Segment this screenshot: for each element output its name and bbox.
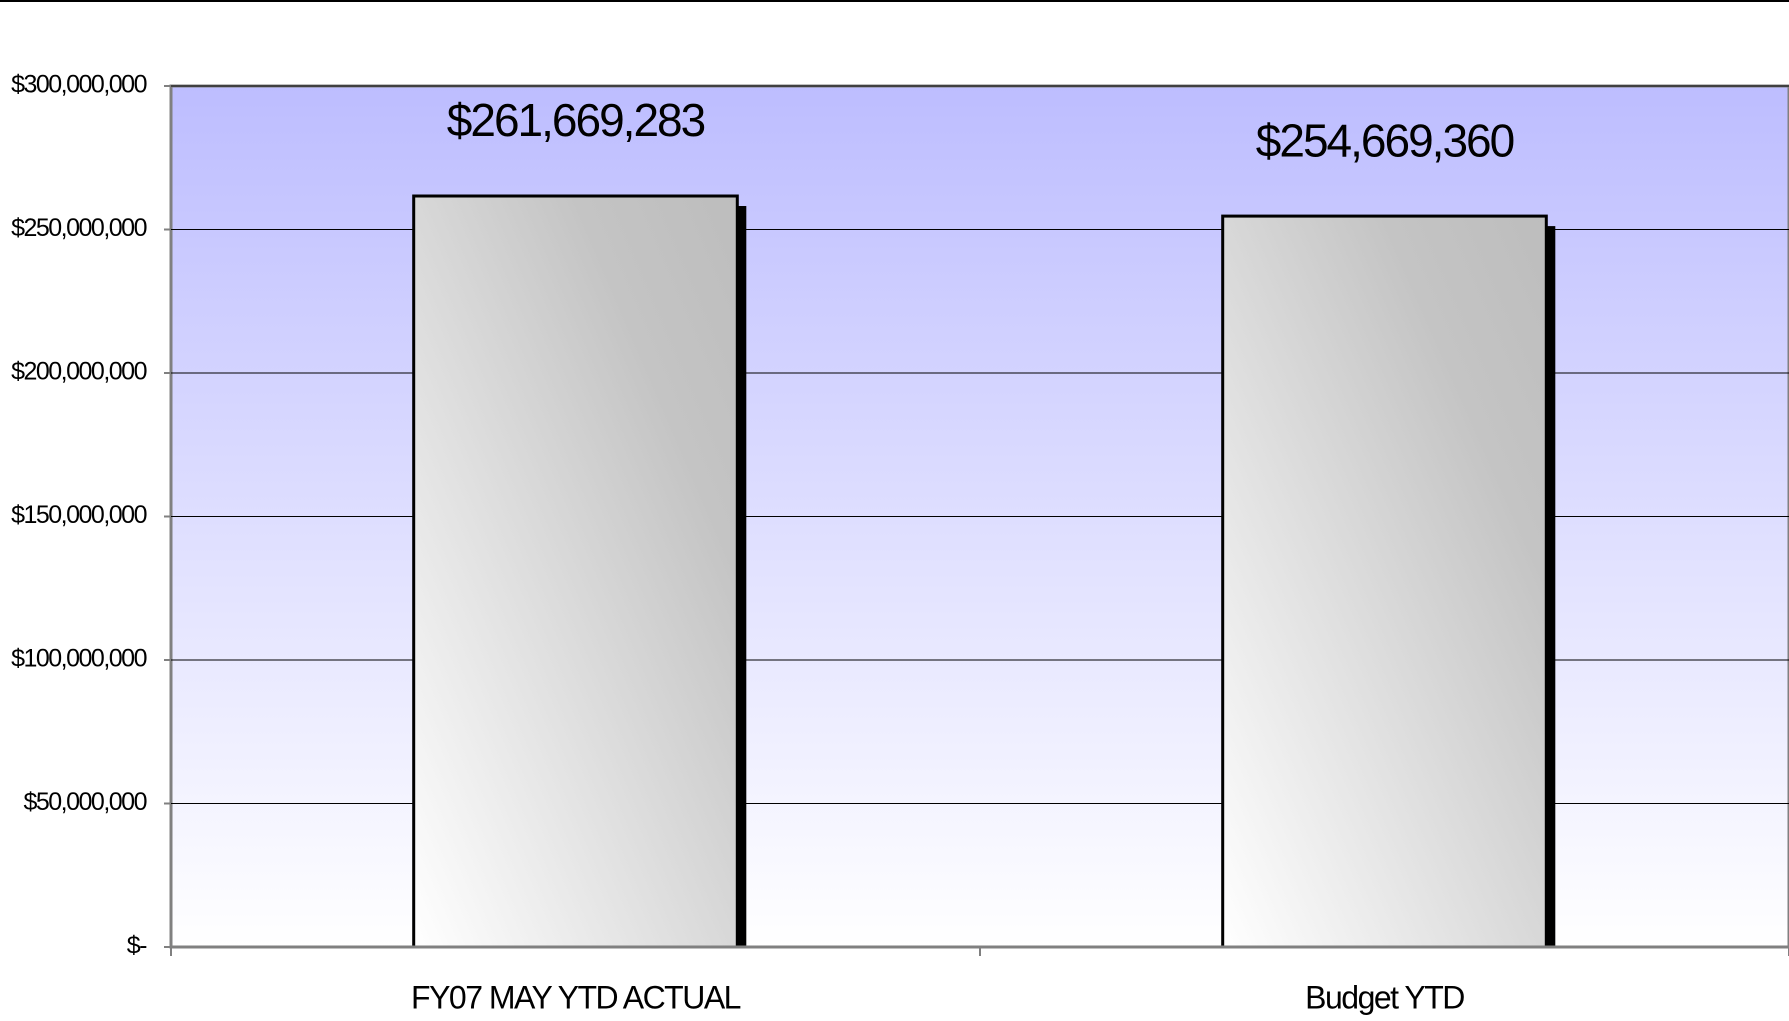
- y-tick-label: $50,000,000: [23, 788, 146, 816]
- x-tick-label: Budget YTD: [1305, 979, 1464, 1015]
- y-tick-label: $100,000,000: [11, 645, 147, 673]
- value-label: $254,669,360: [1256, 114, 1514, 166]
- y-tick-label: $300,000,000: [11, 71, 147, 99]
- value-label: $261,669,283: [447, 94, 705, 146]
- x-tick-label: FY07 MAY YTD ACTUAL: [411, 979, 741, 1015]
- bar: [1221, 214, 1548, 949]
- y-tick-label: $200,000,000: [11, 358, 147, 386]
- y-tick-label: $150,000,000: [11, 501, 147, 529]
- y-tick-label: $250,000,000: [11, 214, 147, 242]
- bar: [412, 194, 739, 949]
- y-tick-label: $-: [127, 932, 147, 960]
